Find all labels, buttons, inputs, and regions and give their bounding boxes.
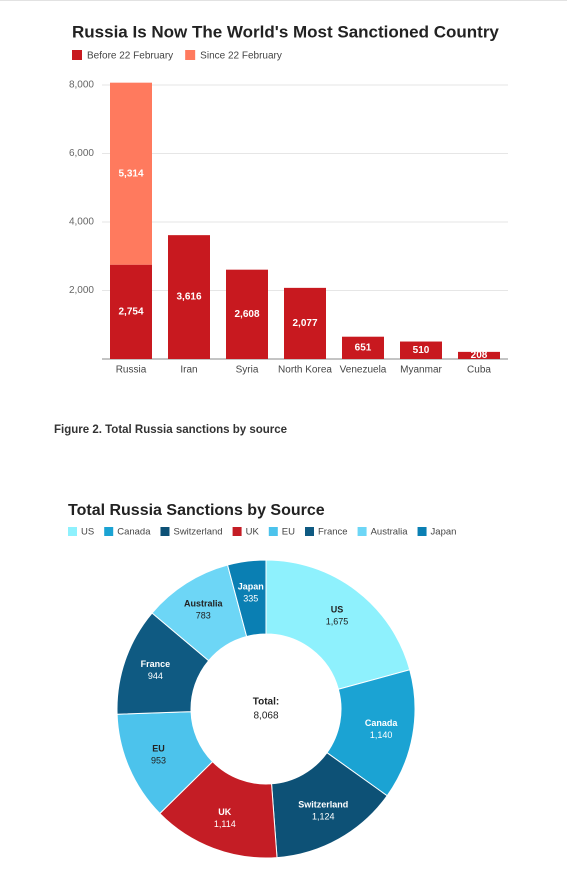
slice-name: Canada [365, 718, 399, 728]
x-tick-label: Cuba [467, 365, 491, 376]
slice-value: 1,675 [326, 616, 349, 626]
x-tick-label: Russia [116, 365, 147, 376]
caption: Figure 2. Total Russia sanctions by sour… [54, 424, 287, 436]
legend-swatch [68, 527, 77, 536]
slice-name: Switzerland [298, 799, 348, 809]
bar-segment [400, 341, 442, 359]
legend-swatch [417, 527, 427, 536]
data-label: 208 [471, 350, 488, 361]
bar-segment [110, 82, 152, 265]
slice-value: 944 [148, 671, 163, 681]
center-label: Total: [253, 697, 279, 708]
bar-segment [168, 235, 210, 359]
legend-label: France [318, 527, 348, 538]
y-tick-label: 8,000 [69, 80, 94, 91]
slice-name: EU [152, 744, 165, 754]
data-label: 5,314 [118, 168, 143, 179]
slice-name: US [331, 604, 344, 614]
slice-value: 1,124 [312, 811, 335, 821]
data-label: 651 [355, 342, 372, 353]
bar-segment [458, 351, 500, 359]
x-tick-label: North Korea [278, 365, 332, 376]
legend-swatch [72, 50, 82, 60]
data-label: 2,077 [292, 318, 317, 329]
bar-title: Russia Is Now The World's Most Sanctione… [72, 22, 499, 41]
slice-value: 783 [196, 611, 211, 621]
x-tick-label: Myanmar [400, 365, 442, 376]
donut-slice [265, 559, 411, 690]
legend-label: US [81, 527, 94, 538]
donut-slice [226, 559, 267, 638]
legend-swatch [305, 527, 314, 536]
slice-name: France [141, 659, 171, 669]
legend-label: Australia [371, 527, 409, 538]
x-tick-label: Venezuela [340, 365, 387, 376]
y-tick-label: 6,000 [69, 148, 94, 159]
legend-label: Japan [431, 527, 457, 538]
legend-swatch [104, 527, 114, 536]
donut-title: Total Russia Sanctions by Source [68, 502, 325, 519]
data-label: 510 [413, 345, 430, 356]
legend-label: Before 22 February [87, 51, 173, 62]
legend-swatch [232, 527, 242, 536]
slice-name: UK [218, 807, 231, 817]
legend-label: UK [246, 527, 260, 538]
legend-label: Canada [117, 527, 151, 538]
y-tick-label: 2,000 [69, 285, 94, 296]
legend-swatch [160, 527, 170, 536]
data-label: 2,608 [234, 309, 259, 320]
legend-swatch [268, 527, 278, 536]
slice-value: 1,114 [214, 819, 236, 829]
bar-segment [342, 336, 384, 359]
slice-value: 335 [243, 593, 258, 603]
bar-segment [226, 269, 268, 359]
slice-value: 953 [151, 756, 166, 766]
y-tick-label: 4,000 [69, 217, 94, 228]
x-tick-label: Iran [180, 365, 197, 376]
slice-name: Japan [238, 581, 264, 591]
data-label: 3,616 [176, 292, 201, 303]
bar-segment [110, 264, 152, 359]
center-total: 8,068 [253, 711, 278, 722]
slice-value: 1,140 [370, 730, 393, 740]
legend-swatch [185, 50, 196, 60]
x-tick-label: Syria [236, 365, 259, 376]
legend-label: Switzerland [173, 527, 222, 538]
data-label: 2,754 [118, 306, 143, 317]
bar-segment [284, 287, 326, 359]
slice-name: Australia [184, 599, 224, 609]
legend-label: EU [282, 527, 295, 538]
legend-label: Since 22 February [200, 51, 282, 62]
legend-swatch [357, 527, 367, 536]
